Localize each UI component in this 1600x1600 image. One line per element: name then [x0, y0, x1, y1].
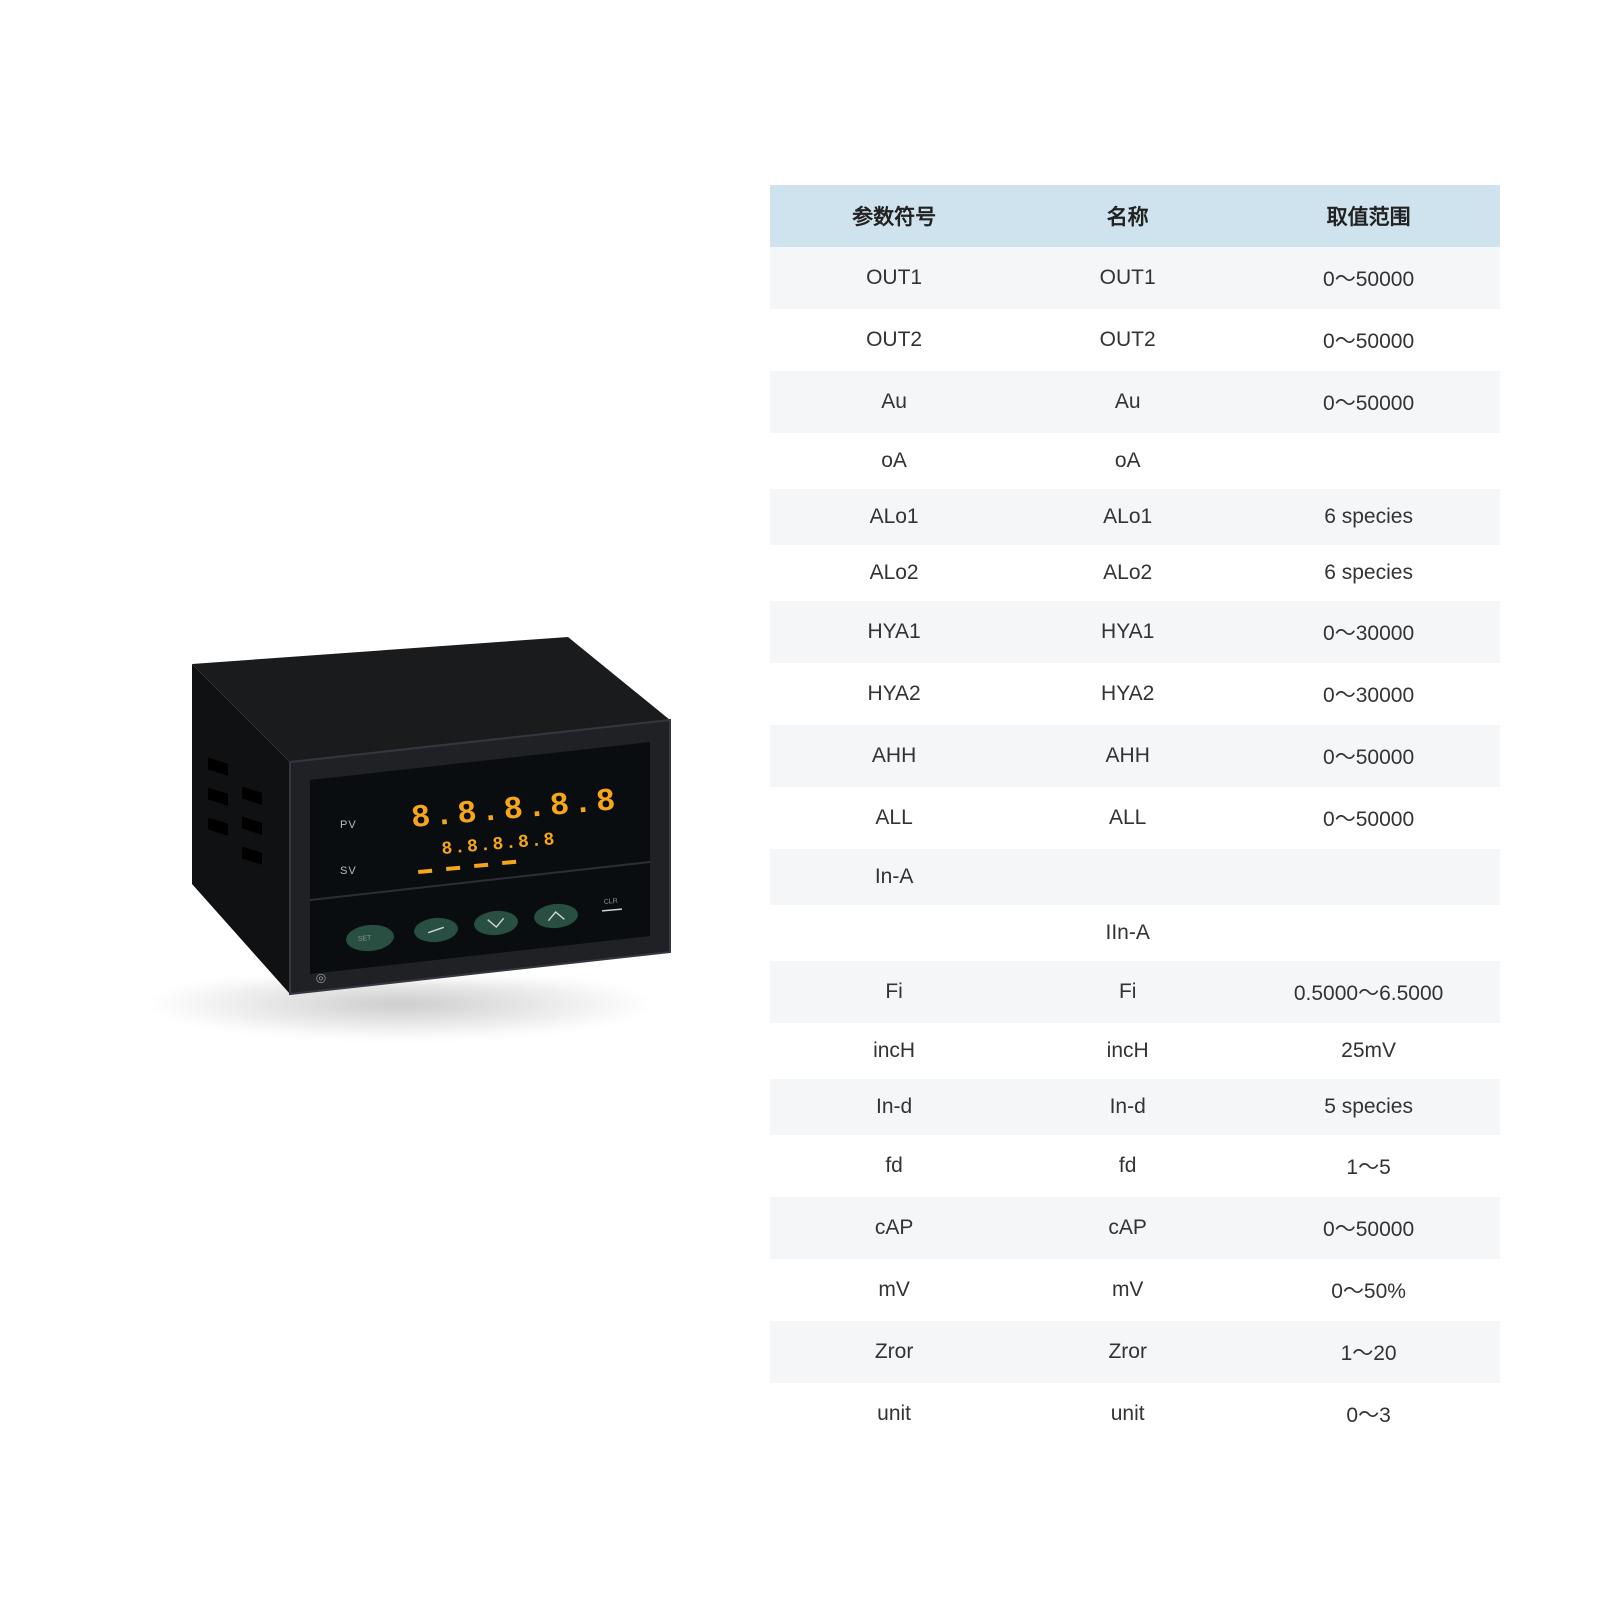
cell-symbol: Au — [770, 371, 1018, 433]
table-row: ALLALL0～50000 — [770, 787, 1500, 849]
cell-range: 0～50% — [1237, 1259, 1500, 1321]
table-row: ALo2ALo26 species — [770, 545, 1500, 601]
cell-symbol: unit — [770, 1383, 1018, 1445]
cell-range: 1～5 — [1237, 1135, 1500, 1197]
table-row: HYA2HYA20～30000 — [770, 663, 1500, 725]
cell-symbol: OUT1 — [770, 247, 1018, 309]
cell-range: 0～3 — [1237, 1383, 1500, 1445]
cell-range: 5 species — [1237, 1079, 1500, 1135]
table-row: In-A — [770, 849, 1500, 905]
table-row: OUT2OUT20～50000 — [770, 309, 1500, 371]
cell-symbol: cAP — [770, 1197, 1018, 1259]
cell-range: 0.5000～6.5000 — [1237, 961, 1500, 1023]
cell-symbol: ALL — [770, 787, 1018, 849]
svg-text:CLR: CLR — [604, 898, 619, 906]
parameter-table: 参数符号 名称 取值范围 OUT1OUT10～50000OUT2OUT20～50… — [770, 185, 1500, 1445]
cell-name: incH — [1018, 1023, 1237, 1079]
cell-range: 0～50000 — [1237, 371, 1500, 433]
cell-symbol: ALo1 — [770, 489, 1018, 545]
table-row: mVmV0～50% — [770, 1259, 1500, 1321]
cell-range — [1237, 433, 1500, 489]
svg-text:SET: SET — [358, 935, 373, 943]
cell-name: mV — [1018, 1259, 1237, 1321]
cell-symbol: ALo2 — [770, 545, 1018, 601]
cell-name: IIn-A — [1018, 905, 1237, 961]
cell-symbol: HYA2 — [770, 663, 1018, 725]
cell-range: 6 species — [1237, 489, 1500, 545]
cell-symbol: In-d — [770, 1079, 1018, 1135]
table-row: oAoA — [770, 433, 1500, 489]
cell-range: 1～20 — [1237, 1321, 1500, 1383]
cell-range: 0～50000 — [1237, 787, 1500, 849]
table-row: ZrorZror1～20 — [770, 1321, 1500, 1383]
cell-range: 0～50000 — [1237, 247, 1500, 309]
cell-name: Au — [1018, 371, 1237, 433]
device-svg: PV SV 8.8.8.8.8 8.8.8.8.8 SET — [130, 622, 700, 1052]
table-row: FiFi0.5000～6.5000 — [770, 961, 1500, 1023]
table-row: OUT1OUT10～50000 — [770, 247, 1500, 309]
cell-symbol: AHH — [770, 725, 1018, 787]
col-header-symbol: 参数符号 — [770, 185, 1018, 247]
cell-symbol — [770, 905, 1018, 961]
table-row: IIn-A — [770, 905, 1500, 961]
cell-name: AHH — [1018, 725, 1237, 787]
col-header-range: 取值范围 — [1237, 185, 1500, 247]
cell-name: In-d — [1018, 1079, 1237, 1135]
cell-symbol: Fi — [770, 961, 1018, 1023]
cell-symbol: HYA1 — [770, 601, 1018, 663]
brand-logo: ◎ — [315, 970, 327, 985]
table-row: incHincH25mV — [770, 1023, 1500, 1079]
cell-name: unit — [1018, 1383, 1237, 1445]
cell-name: fd — [1018, 1135, 1237, 1197]
cell-range: 25mV — [1237, 1023, 1500, 1079]
cell-name: OUT1 — [1018, 247, 1237, 309]
cell-range — [1237, 905, 1500, 961]
cell-range: 6 species — [1237, 545, 1500, 601]
cell-name: ALL — [1018, 787, 1237, 849]
cell-name: OUT2 — [1018, 309, 1237, 371]
table-header-row: 参数符号 名称 取值范围 — [770, 185, 1500, 247]
table-row: AHHAHH0～50000 — [770, 725, 1500, 787]
cell-symbol: mV — [770, 1259, 1018, 1321]
pv-label: PV — [340, 819, 357, 831]
table-row: ALo1ALo16 species — [770, 489, 1500, 545]
cell-range: 0～50000 — [1237, 309, 1500, 371]
cell-name: ALo1 — [1018, 489, 1237, 545]
device-illustration: PV SV 8.8.8.8.8 8.8.8.8.8 SET — [130, 622, 700, 1052]
table-row: cAPcAP0～50000 — [770, 1197, 1500, 1259]
cell-symbol: Zror — [770, 1321, 1018, 1383]
parameter-table-container: 参数符号 名称 取值范围 OUT1OUT10～50000OUT2OUT20～50… — [770, 185, 1500, 1445]
cell-symbol: fd — [770, 1135, 1018, 1197]
cell-name: cAP — [1018, 1197, 1237, 1259]
cell-range — [1237, 849, 1500, 905]
table-row: fdfd1～5 — [770, 1135, 1500, 1197]
cell-range: 0～50000 — [1237, 1197, 1500, 1259]
cell-range: 0～50000 — [1237, 725, 1500, 787]
table-row: unitunit0～3 — [770, 1383, 1500, 1445]
col-header-name: 名称 — [1018, 185, 1237, 247]
table-row: In-dIn-d5 species — [770, 1079, 1500, 1135]
cell-symbol: OUT2 — [770, 309, 1018, 371]
cell-range: 0～30000 — [1237, 663, 1500, 725]
cell-name: HYA2 — [1018, 663, 1237, 725]
cell-name: oA — [1018, 433, 1237, 489]
table-row: AuAu0～50000 — [770, 371, 1500, 433]
sv-label: SV — [340, 865, 357, 877]
cell-name: ALo2 — [1018, 545, 1237, 601]
cell-name: Fi — [1018, 961, 1237, 1023]
cell-symbol: incH — [770, 1023, 1018, 1079]
cell-name — [1018, 849, 1237, 905]
cell-range: 0～30000 — [1237, 601, 1500, 663]
cell-symbol: oA — [770, 433, 1018, 489]
cell-symbol: In-A — [770, 849, 1018, 905]
cell-name: Zror — [1018, 1321, 1237, 1383]
table-row: HYA1HYA10～30000 — [770, 601, 1500, 663]
cell-name: HYA1 — [1018, 601, 1237, 663]
